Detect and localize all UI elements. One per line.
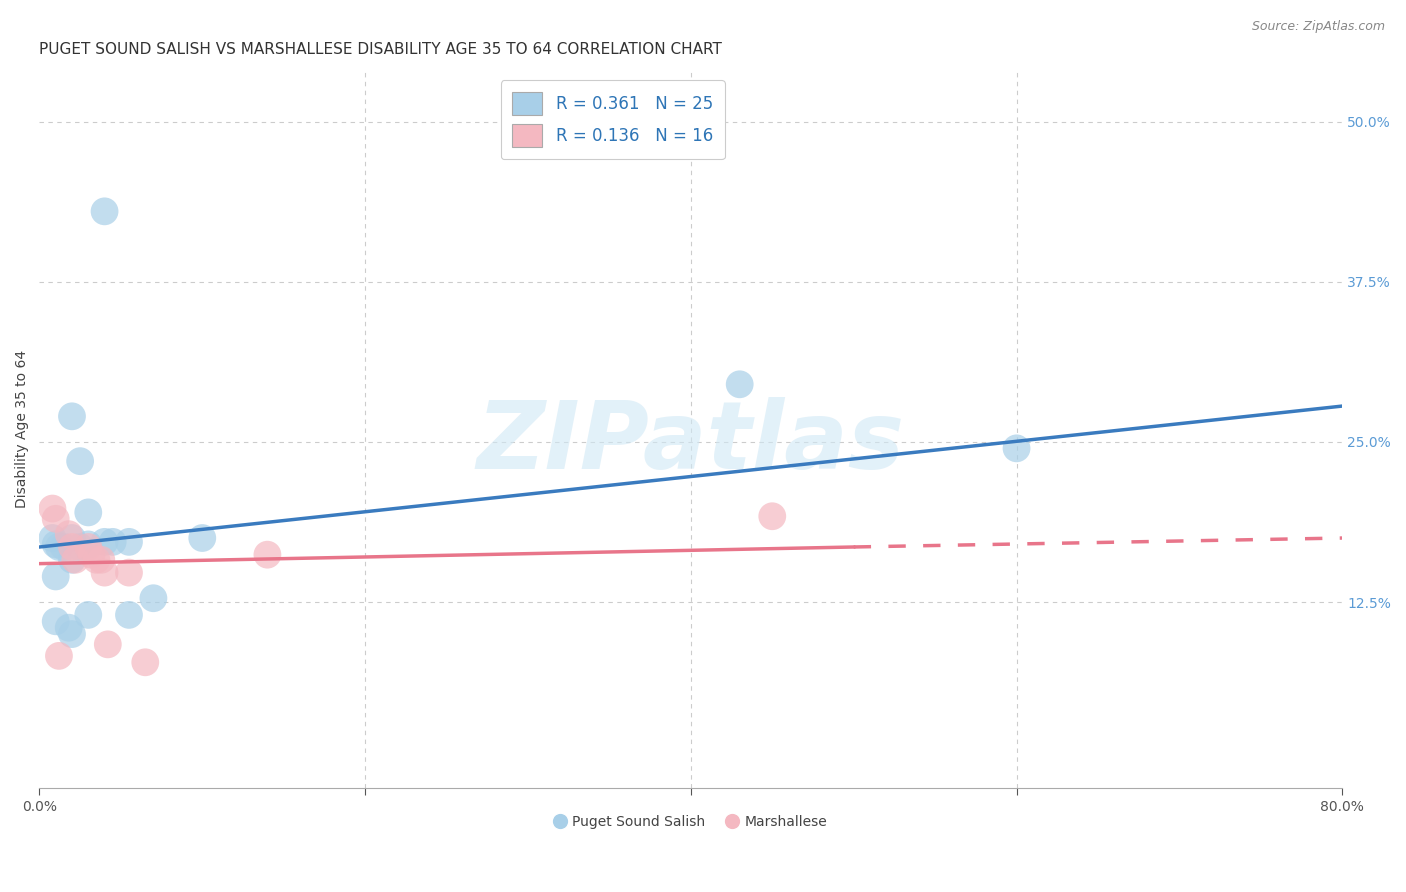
Point — [77, 607, 100, 622]
Point — [134, 655, 156, 669]
Point — [77, 537, 100, 551]
Point — [761, 509, 783, 524]
Point — [118, 566, 141, 580]
Point — [90, 553, 112, 567]
Point — [52, 540, 75, 554]
Point — [58, 527, 80, 541]
Point — [93, 534, 115, 549]
Text: ZIPatlas: ZIPatlas — [477, 398, 905, 490]
Point — [728, 377, 751, 392]
Point — [256, 548, 278, 562]
Point — [86, 553, 108, 567]
Text: Source: ZipAtlas.com: Source: ZipAtlas.com — [1251, 20, 1385, 33]
Point — [65, 553, 87, 567]
Point — [41, 531, 63, 545]
Point — [80, 548, 103, 562]
Point — [45, 569, 67, 583]
Point — [93, 566, 115, 580]
Point — [60, 627, 83, 641]
Point — [1005, 442, 1028, 456]
Point — [77, 540, 100, 554]
Point — [58, 621, 80, 635]
Point — [118, 534, 141, 549]
Point — [191, 531, 214, 545]
Point — [45, 512, 67, 526]
Point — [69, 540, 91, 554]
Point — [142, 591, 165, 606]
Point — [97, 637, 120, 651]
Point — [60, 553, 83, 567]
Point — [69, 454, 91, 468]
Point — [45, 615, 67, 629]
Point — [93, 204, 115, 219]
Point — [101, 534, 124, 549]
Point — [41, 501, 63, 516]
Y-axis label: Disability Age 35 to 64: Disability Age 35 to 64 — [15, 350, 30, 508]
Point — [118, 607, 141, 622]
Point — [48, 540, 70, 554]
Point — [45, 537, 67, 551]
Point — [60, 409, 83, 424]
Text: PUGET SOUND SALISH VS MARSHALLESE DISABILITY AGE 35 TO 64 CORRELATION CHART: PUGET SOUND SALISH VS MARSHALLESE DISABI… — [39, 42, 723, 57]
Point — [48, 648, 70, 663]
Point — [77, 505, 100, 519]
Legend: Puget Sound Salish, Marshallese: Puget Sound Salish, Marshallese — [548, 810, 832, 835]
Point — [60, 531, 83, 545]
Point — [60, 540, 83, 554]
